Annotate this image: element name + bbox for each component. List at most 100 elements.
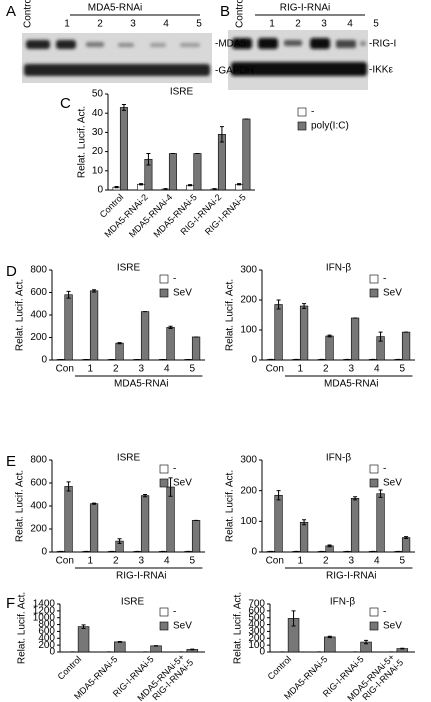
lane-label: Control [23,0,34,28]
y-tick-label: 800 [38,619,55,630]
error-bar [291,610,296,627]
lane-label: 3 [321,19,327,30]
y-tick-label: 20 [92,146,104,157]
y-tick-label: 800 [30,265,47,276]
error-bar [121,104,126,111]
x-axis-label: MDA5-RNAi [324,379,378,390]
y-tick-label: 200 [38,640,55,651]
x-tick-label: 5 [399,556,405,567]
error-bar [404,536,409,540]
error-bar [327,635,332,639]
legend-label: - [383,274,386,285]
y-tick-label: 50 [92,89,104,100]
y-axis-label: Relat. Lucif. Act. [77,106,88,178]
legend-swatch [159,621,169,631]
y-tick-label: 500 [248,612,265,623]
y-tick-label: 100 [240,516,257,527]
error-bar [327,334,332,338]
legend-swatch [369,607,379,617]
x-axis-label: RIG-I-RNAi [116,571,167,582]
y-tick-label: 0 [41,355,47,366]
panel-letter: C [60,95,71,112]
bar [191,336,201,361]
y-tick-label: 600 [30,478,47,489]
y-tick-label: 600 [30,287,47,298]
legend-swatch [159,274,169,284]
bar [114,641,126,653]
blot-header: RIG-I-RNAi [280,3,331,14]
legend-swatch [159,478,169,488]
lane-label: 5 [373,19,379,30]
legend-label: SeV [383,621,402,632]
y-tick-label: 1400 [33,599,56,610]
legend-label: - [311,107,314,118]
lane-label: Control [235,0,246,28]
band-label: -MDA5 [215,39,247,50]
y-axis-label: Relat. Lucif. Act. [233,592,244,664]
lane-label: 4 [347,19,353,30]
x-tick-label: 5 [399,364,405,375]
y-tick-label: 600 [38,626,55,637]
x-tick-label: Con [266,556,284,567]
x-tick-label: 5 [189,556,195,567]
x-axis-label: RIG-I-RNAi [326,571,377,582]
y-tick-label: 300 [240,265,257,276]
legend-label: SeV [173,288,192,299]
x-tick-label: 3 [138,364,144,375]
y-tick-label: 0 [41,547,47,558]
y-tick-label: 1000 [33,612,56,623]
bar [119,107,128,191]
bar [166,327,175,361]
panel-letter: A [6,3,16,20]
bar [299,521,309,553]
bar [324,636,336,653]
y-tick-label: 0 [251,355,257,366]
bar [325,335,334,361]
y-tick-label: 0 [259,647,265,658]
error-bar [378,331,383,342]
y-tick-label: 400 [30,501,47,512]
error-bar [378,489,383,498]
error-bar [276,299,281,310]
x-tick-label: 3 [348,364,354,375]
error-bar [353,496,358,501]
bar [350,317,360,361]
y-tick-label: 400 [30,310,47,321]
lane-label: 5 [196,19,202,30]
legend-label: SeV [383,288,402,299]
error-bar [212,188,217,190]
legend-swatch [159,607,169,617]
error-bar [168,325,173,329]
error-bar [117,342,122,345]
error-bar [400,647,405,650]
y-tick-label: 0 [251,547,257,558]
legend-label: SeV [173,621,192,632]
error-bar [327,544,332,548]
bar [401,537,411,553]
error-bar [364,639,369,645]
error-bar [219,126,224,143]
y-tick-label: 700 [248,599,265,610]
error-bar [92,502,97,505]
x-tick-label: Con [56,364,74,375]
y-axis-label: Relat. Lucif. Act. [15,470,26,542]
legend-label: - [383,464,386,475]
y-tick-label: 10 [92,165,104,176]
bar [115,342,124,361]
legend-label: - [383,607,386,618]
chart-title: ISRE [170,87,194,98]
chart-title: ISRE [121,597,145,608]
bar [89,290,99,361]
x-axis-label: MDA5-RNAi [114,379,168,390]
bar [350,498,360,553]
y-tick-label: 0 [49,647,55,658]
legend-swatch [159,464,169,474]
chart-title: IFN-β [326,453,351,464]
band-label: -IKKε [369,65,393,76]
x-tick-label: 4 [374,556,380,567]
y-axis-label: Relat. Lucif. Act. [15,279,26,351]
y-tick-label: 40 [92,108,104,119]
y-tick-label: 100 [248,640,265,651]
error-bar [188,184,193,187]
x-tick-label: Control [56,654,84,682]
